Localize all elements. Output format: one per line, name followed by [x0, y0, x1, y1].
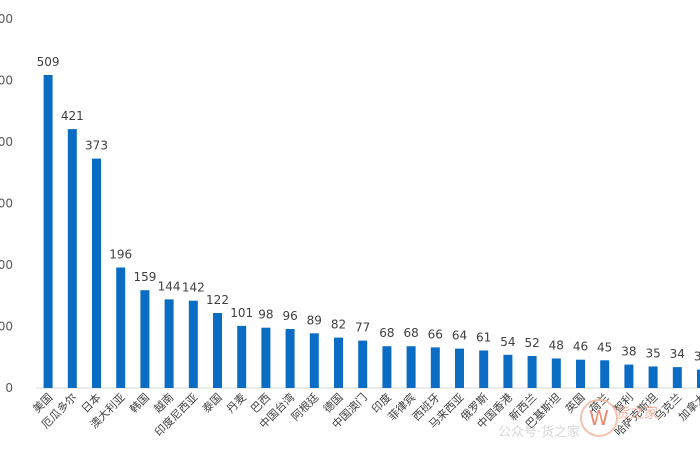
watermark-logo-letter: W: [589, 406, 609, 430]
bar: [237, 325, 247, 388]
bar: [430, 347, 440, 388]
data-label: 509: [37, 55, 60, 69]
y-tick-label: 0: [5, 381, 13, 395]
bar: [67, 129, 77, 388]
y-tick-label: 300: [0, 197, 13, 211]
bar: [503, 354, 513, 388]
y-tick-label: 400: [0, 135, 13, 149]
y-axis: 0 100 200 300 400 500 600: [0, 12, 13, 395]
bar: [624, 364, 634, 388]
data-label: 66: [428, 327, 443, 341]
bars-group: [43, 75, 700, 388]
data-label: 30: [694, 350, 700, 364]
bar: [285, 329, 295, 388]
bar: [188, 300, 198, 388]
x-tick-label: 阿根廷: [288, 390, 321, 423]
bar: [116, 267, 126, 388]
bar: [576, 359, 585, 388]
data-label: 68: [403, 326, 418, 340]
data-label: 98: [258, 308, 273, 322]
bar: [551, 358, 561, 388]
data-label: 142: [182, 281, 205, 295]
bar: [309, 333, 319, 388]
x-tick-label: 英国: [562, 390, 587, 415]
data-label: 159: [133, 270, 156, 284]
data-label: 144: [158, 279, 181, 293]
bar: [600, 360, 610, 388]
data-label: 196: [109, 248, 132, 262]
bar: [697, 369, 700, 388]
y-tick-label: 500: [0, 74, 13, 88]
y-tick-label: 200: [0, 258, 13, 272]
data-label: 46: [573, 340, 588, 354]
data-label: 45: [597, 340, 612, 354]
bar: [479, 350, 489, 388]
data-label: 89: [307, 313, 322, 327]
bar: [261, 327, 271, 388]
watermark-brand: 货之家: [616, 405, 658, 422]
bar: [455, 348, 464, 388]
data-label: 122: [206, 293, 229, 307]
bar: [406, 346, 416, 388]
watermark: W 公众号·货之家 货之家: [498, 399, 658, 440]
data-label: 48: [549, 339, 564, 353]
data-label: 96: [282, 309, 297, 323]
bar: [213, 313, 222, 388]
data-label: 68: [379, 326, 394, 340]
data-label: 421: [61, 109, 84, 123]
bar: [140, 290, 150, 388]
watermark-logo-icon: [580, 399, 618, 437]
data-label: 101: [230, 306, 253, 320]
data-label: 373: [85, 139, 108, 153]
data-label: 61: [476, 331, 491, 345]
watermark-text: 公众号·货之家: [498, 424, 580, 440]
data-label: 82: [331, 318, 346, 332]
bar: [382, 346, 392, 388]
bar: [648, 366, 658, 388]
data-label: 52: [524, 336, 539, 350]
x-tick-label: 韩国: [127, 390, 152, 415]
bar: [92, 158, 101, 388]
bar: [164, 299, 174, 388]
data-label: 35: [645, 347, 660, 361]
bar: [334, 337, 343, 388]
data-label: 54: [500, 335, 515, 349]
x-tick-label: 丹麦: [224, 391, 249, 416]
bar: [43, 75, 53, 388]
data-label: 38: [621, 345, 636, 359]
x-tick-label: 泰国: [199, 390, 224, 415]
bar: [672, 367, 682, 388]
data-label: 77: [355, 321, 370, 335]
bar: [358, 340, 368, 388]
y-tick-label: 100: [0, 320, 13, 334]
bar: [527, 356, 537, 388]
y-tick-label: 600: [0, 12, 13, 26]
data-label: 34: [670, 347, 685, 361]
data-label: 64: [452, 329, 467, 343]
